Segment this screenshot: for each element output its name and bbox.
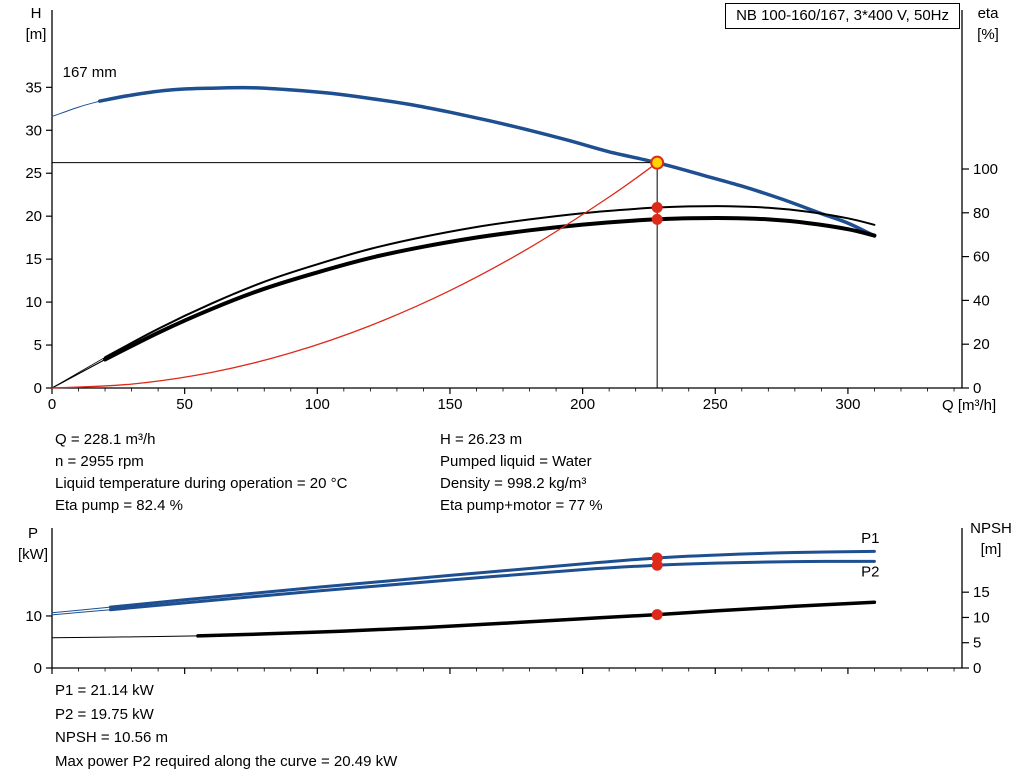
head-axis-unit: [m]: [25, 26, 47, 43]
x-tick-label: 50: [176, 396, 193, 413]
right-tick-label: 15: [973, 584, 990, 601]
info-line-npsh: NPSH = 10.56 m: [55, 729, 168, 746]
info-line-flow: Q = 228.1 m³/h: [55, 431, 156, 448]
system-curve: [51, 162, 658, 389]
eta-pump-curve: [104, 205, 876, 359]
left-tick-label: 10: [25, 294, 42, 311]
pump-head-curve: [98, 85, 877, 238]
x-tick-label: 300: [835, 396, 860, 413]
info-line-liquid-temperature: Liquid temperature during operation = 20…: [55, 475, 348, 492]
head-efficiency-chart: 0 50 100 150 200 250 300 0 5 10 15 20 25 30 35 0 20 40 60 8…: [25, 10, 998, 413]
left-tick-label: 10: [25, 608, 42, 625]
p2-curve-thin: [51, 609, 111, 616]
info-line-head: H = 26.23 m: [440, 431, 523, 448]
duty-info-right-column: H = 26.23 m Pumped liquid = Water Densit…: [440, 429, 603, 517]
duty-info-left-column: Q = 228.1 m³/h n = 2955 rpm Liquid tempe…: [55, 429, 347, 517]
npsh-curve: [196, 600, 877, 638]
right-axis-ticks: 0 20 40 60 80 100: [962, 161, 998, 397]
left-tick-label: 25: [25, 165, 42, 182]
left-axis-ticks: 0 5 10 15 20 25 30 35: [25, 79, 52, 397]
left-tick-label: 15: [25, 251, 42, 268]
p2-curve: [108, 559, 876, 612]
x-tick-label: 250: [703, 396, 728, 413]
x-tick-label: 0: [48, 396, 56, 413]
info-line-eta-pump-motor: Eta pump+motor = 77 %: [440, 497, 603, 514]
npsh-curve-thin: [51, 635, 199, 639]
eta-pump-motor-dot: [651, 213, 663, 225]
info-line-pumped-liquid: Pumped liquid = Water: [440, 453, 592, 470]
x-axis-ticks: [51, 668, 955, 674]
power-npsh-chart: 0 10 0 5 10 15 P1 P2: [25, 528, 990, 677]
npsh-dot: [651, 609, 663, 621]
eta-pump-dot: [651, 202, 663, 214]
left-tick-label: 0: [34, 660, 42, 677]
left-axis-ticks: 0 10: [25, 608, 52, 677]
duty-point[interactable]: [650, 155, 665, 170]
axes: [51, 528, 963, 669]
npsh-axis-label: NPSH [m]: [960, 518, 1022, 560]
power-axis-symbol: P: [27, 525, 38, 542]
right-tick-label: 80: [973, 205, 990, 222]
eta-axis-unit: [%]: [977, 26, 999, 43]
right-tick-label: 10: [973, 609, 990, 626]
info-line-speed: n = 2955 rpm: [55, 453, 144, 470]
left-tick-label: 35: [25, 79, 42, 96]
head-axis-symbol: H: [30, 5, 42, 22]
x-tick-label: 100: [305, 396, 330, 413]
npsh-axis-unit: [m]: [980, 541, 1002, 558]
p1-curve: [108, 549, 876, 609]
right-tick-label: 20: [973, 336, 990, 353]
x-tick-label: 150: [437, 396, 462, 413]
power-info-block: P1 = 21.14 kW P2 = 19.75 kW NPSH = 10.56…: [55, 679, 397, 773]
info-line-eta-pump: Eta pump = 82.4 %: [55, 497, 183, 514]
power-axis-unit: [kW]: [18, 546, 48, 563]
eta-pump-motor-curve-thin: [51, 358, 106, 389]
left-tick-label: 0: [34, 380, 42, 397]
right-tick-label: 0: [973, 380, 981, 397]
info-line-max-power: Max power P2 required along the curve = …: [55, 752, 398, 770]
npsh-axis-symbol: NPSH: [970, 520, 1012, 537]
right-tick-label: 100: [973, 161, 998, 178]
p2-dot: [651, 559, 663, 571]
right-axis-ticks: 0 5 10 15: [962, 584, 990, 677]
right-tick-label: 0: [973, 660, 981, 677]
power-axis-label: P [kW]: [10, 523, 56, 565]
x-axis-ticks: 0 50 100 150 200 250 300: [48, 388, 955, 413]
flow-axis-label: Q [m³/h]: [942, 397, 997, 414]
duty-crosshair: [52, 162, 658, 388]
info-line-p1: P1 = 21.14 kW: [55, 682, 154, 699]
pump-title-box: NB 100-160/167, 3*400 V, 50Hz: [725, 3, 960, 29]
right-tick-label: 5: [973, 635, 981, 652]
p2-curve-label: P2: [861, 563, 879, 580]
right-tick-label: 40: [973, 292, 990, 309]
impeller-size-label: 167 mm: [63, 64, 117, 81]
left-tick-label: 20: [25, 208, 42, 225]
info-line-p2: P2 = 19.75 kW: [55, 705, 154, 723]
pump-head-curve-thin: [51, 100, 101, 117]
eta-axis-label: eta [%]: [964, 3, 1012, 45]
left-tick-label: 5: [34, 337, 42, 354]
eta-pump-motor-curve: [103, 216, 877, 362]
left-tick-label: 30: [25, 122, 42, 139]
eta-axis-symbol: eta: [977, 5, 999, 22]
head-axis-label: H [m]: [14, 3, 58, 45]
info-line-density: Density = 998.2 kg/m³: [440, 475, 587, 492]
x-tick-label: 200: [570, 396, 595, 413]
axes: [51, 10, 963, 389]
right-tick-label: 60: [973, 249, 990, 266]
p1-curve-thin: [51, 606, 111, 614]
p1-curve-label: P1: [861, 530, 879, 547]
